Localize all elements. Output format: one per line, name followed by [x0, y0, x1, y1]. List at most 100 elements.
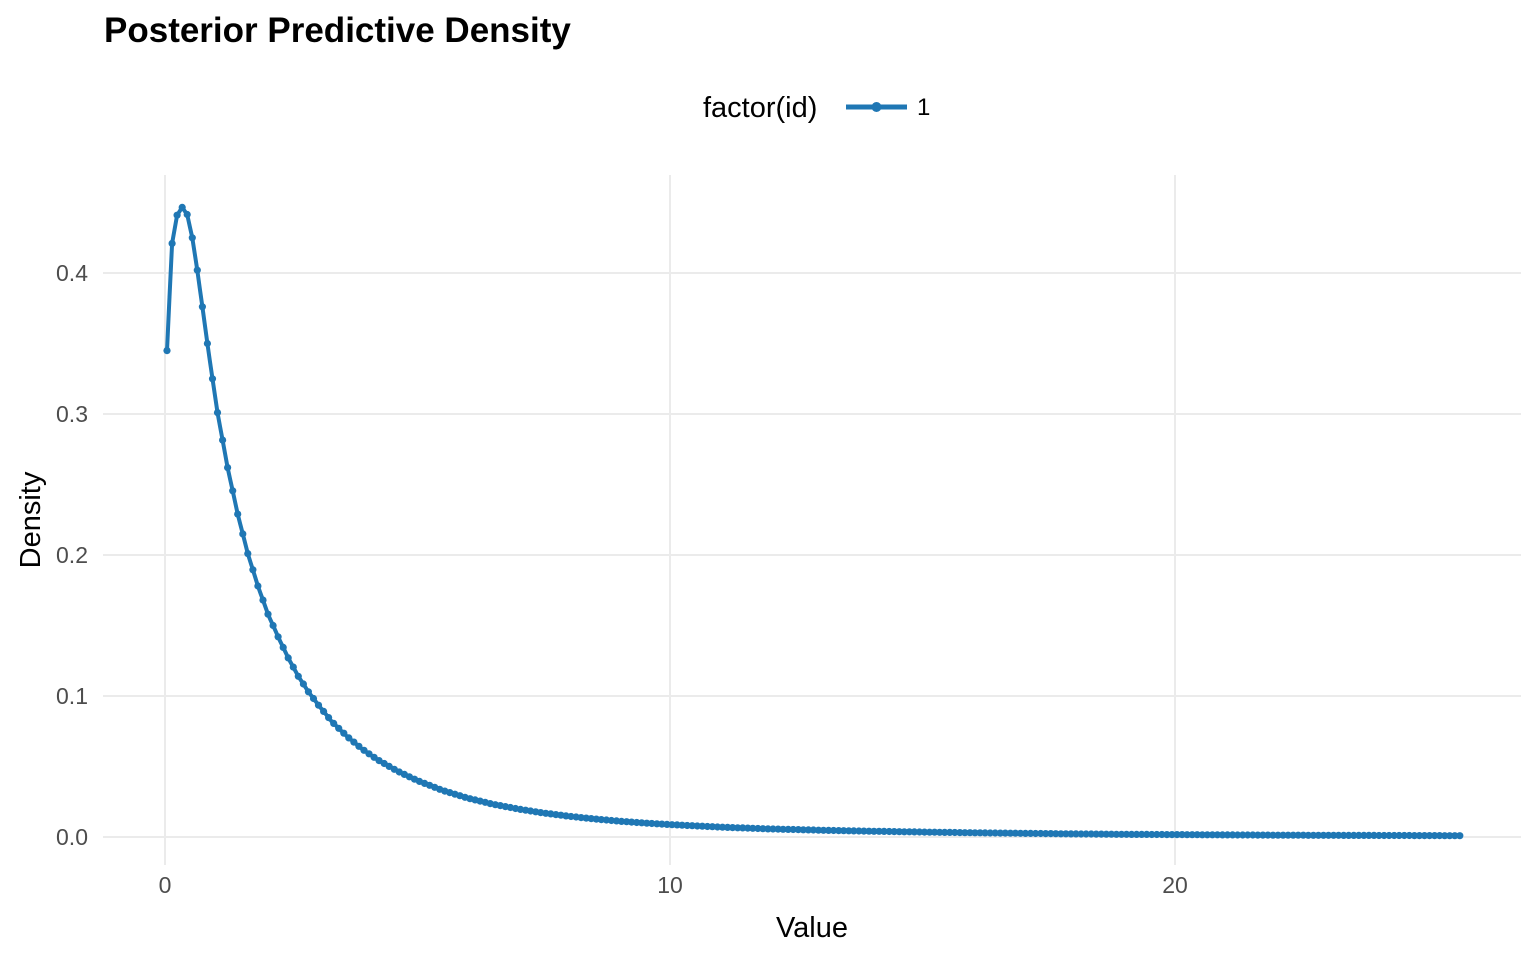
data-point	[345, 734, 353, 742]
data-point	[1451, 832, 1459, 840]
data-point	[825, 826, 833, 835]
data-point	[1148, 830, 1156, 839]
data-point	[1082, 830, 1090, 838]
data-point	[239, 530, 247, 538]
data-point	[1345, 831, 1353, 840]
data-point	[1309, 831, 1317, 839]
data-point	[224, 464, 232, 472]
data-point	[1188, 831, 1196, 839]
data-point	[931, 828, 939, 836]
data-point	[320, 707, 328, 716]
x-tick-label: 10	[657, 872, 683, 898]
data-point	[1087, 830, 1095, 838]
data-point	[234, 510, 242, 518]
data-point	[648, 819, 656, 828]
data-point	[668, 821, 676, 829]
y-tick-label: 0.3	[56, 401, 88, 427]
y-tick-label: 0.2	[56, 542, 88, 568]
data-point	[1425, 832, 1434, 840]
y-tick-label: 0.0	[56, 824, 88, 850]
data-point	[229, 487, 237, 495]
data-point	[168, 239, 176, 247]
data-point	[1213, 831, 1221, 839]
data-point	[350, 738, 358, 746]
data-point	[1405, 831, 1413, 840]
data-point	[1218, 831, 1227, 839]
data-point	[1208, 831, 1216, 839]
data-point	[1027, 829, 1035, 838]
data-point	[951, 828, 959, 837]
data-point	[658, 820, 666, 828]
data-point	[1062, 830, 1070, 838]
data-point	[1375, 831, 1383, 840]
data-point	[1067, 830, 1075, 838]
data-point	[1410, 832, 1418, 840]
data-point	[976, 829, 984, 837]
data-point	[1092, 830, 1100, 838]
data-point	[1299, 831, 1307, 839]
data-point	[1314, 831, 1322, 839]
data-point	[1365, 831, 1373, 840]
data-point	[1122, 830, 1131, 838]
data-point	[1223, 831, 1232, 839]
data-point	[193, 266, 201, 274]
data-point	[895, 828, 903, 836]
data-point	[1360, 831, 1368, 840]
data-point	[325, 714, 333, 722]
data-point	[819, 826, 828, 834]
data-point	[749, 824, 757, 832]
data-point	[1183, 831, 1191, 839]
data-point	[1173, 831, 1181, 839]
data-point	[1178, 831, 1186, 839]
data-point	[981, 829, 989, 837]
data-point	[729, 824, 737, 832]
data-point	[355, 742, 363, 750]
data-point	[1052, 830, 1060, 838]
data-point	[1193, 831, 1201, 839]
data-point	[1138, 830, 1146, 839]
data-point	[840, 827, 848, 835]
data-point	[1163, 831, 1171, 839]
data-point	[1294, 831, 1302, 839]
data-point	[279, 643, 287, 652]
data-point	[1279, 831, 1287, 839]
data-point	[986, 829, 994, 837]
data-point	[1355, 831, 1363, 840]
data-point	[1102, 830, 1110, 838]
data-point	[1420, 832, 1429, 840]
data-point	[739, 824, 747, 832]
data-point	[910, 828, 919, 836]
data-point	[1244, 831, 1252, 839]
data-point	[1234, 831, 1242, 839]
data-point	[678, 821, 686, 829]
data-point	[274, 633, 282, 641]
data-point	[915, 828, 924, 836]
data-point	[1304, 831, 1312, 839]
data-point	[809, 826, 818, 834]
data-point	[617, 817, 626, 826]
density-curve-layer	[163, 203, 1464, 840]
data-point	[294, 672, 302, 680]
data-point	[830, 826, 838, 835]
data-point	[208, 375, 217, 383]
data-point	[799, 826, 807, 834]
data-point	[1239, 831, 1247, 839]
data-point	[734, 824, 742, 832]
data-point	[289, 663, 297, 671]
data-point	[219, 436, 227, 444]
data-point	[1016, 829, 1025, 837]
y-axis-title: Density	[15, 471, 47, 568]
data-point	[1269, 831, 1277, 839]
data-point	[875, 827, 883, 835]
data-point	[865, 827, 873, 835]
data-point	[1289, 831, 1297, 839]
data-point	[213, 409, 222, 417]
data-point	[1001, 829, 1009, 837]
data-point	[1436, 832, 1444, 840]
data-point	[1395, 831, 1403, 840]
data-point	[1390, 831, 1398, 840]
data-point	[1198, 831, 1206, 839]
data-point	[1446, 832, 1454, 840]
